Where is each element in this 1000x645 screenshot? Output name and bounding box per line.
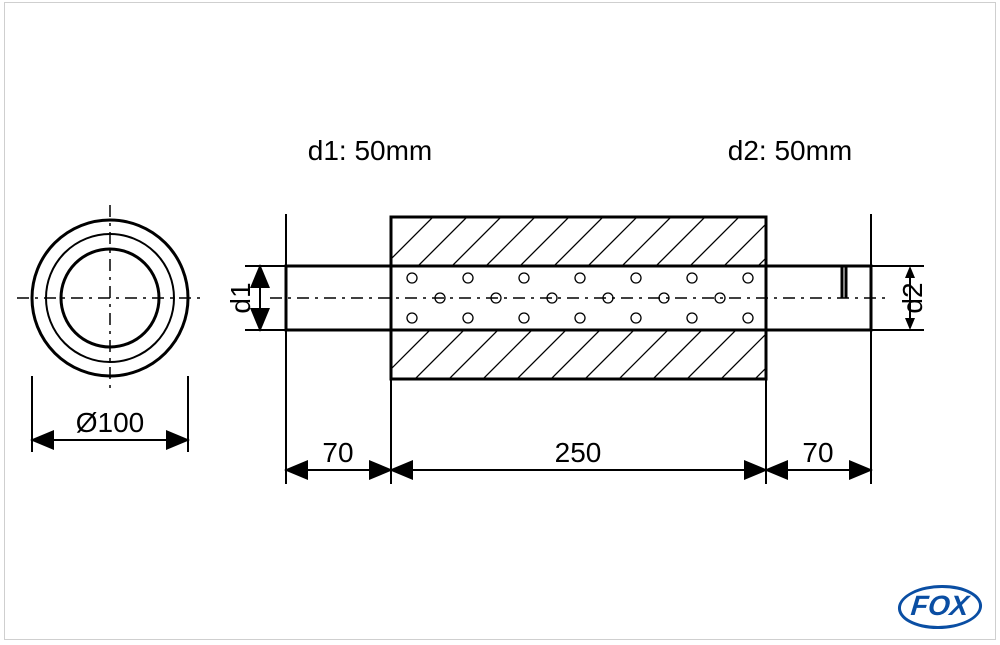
image-frame xyxy=(4,2,996,640)
brand-logo-text: FOX xyxy=(910,590,971,621)
